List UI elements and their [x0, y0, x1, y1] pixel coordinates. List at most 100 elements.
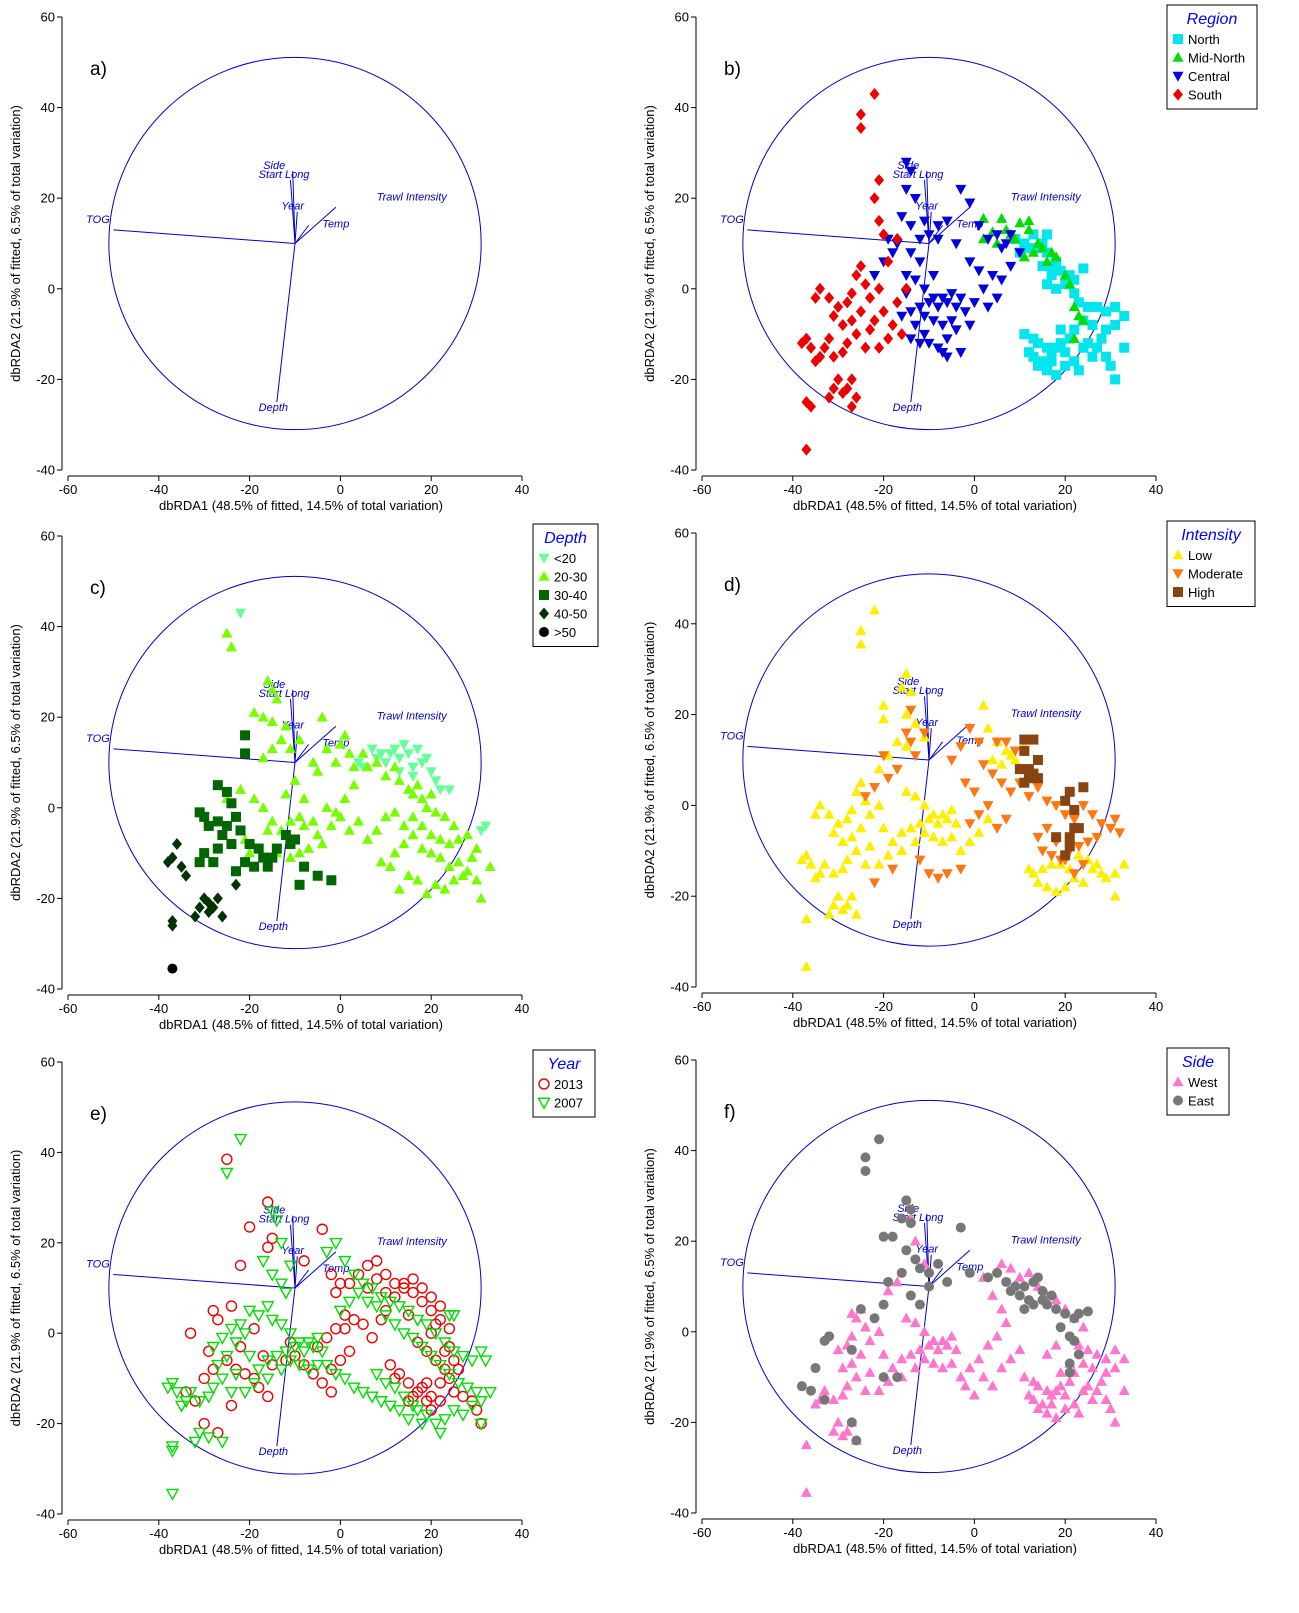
data-point	[343, 824, 355, 835]
data-point	[905, 221, 917, 232]
data-point	[419, 1409, 434, 1422]
data-point	[194, 901, 205, 914]
data-point	[1059, 269, 1071, 280]
data-point	[1050, 1384, 1062, 1395]
data-point	[448, 1386, 460, 1398]
legend-entry: Mid-North	[1188, 51, 1245, 66]
data-point	[284, 743, 296, 754]
data-point	[923, 869, 935, 880]
data-point	[928, 1357, 940, 1368]
data-point	[846, 1344, 857, 1355]
data-point	[887, 1362, 899, 1373]
data-point	[859, 1321, 871, 1332]
x-axis-title: dbRDA1 (48.5% of fitted, 14.5% of total …	[793, 498, 1077, 513]
vector-line	[292, 171, 296, 244]
data-point	[416, 1282, 428, 1294]
data-point	[909, 1362, 921, 1373]
data-point	[192, 1396, 207, 1409]
data-point	[274, 1278, 289, 1291]
data-point	[297, 1346, 311, 1359]
data-point	[860, 278, 871, 291]
data-point	[896, 1353, 908, 1364]
data-point	[235, 608, 247, 619]
x-tick-label: -40	[149, 1001, 168, 1016]
data-point	[914, 302, 926, 313]
data-point	[1082, 301, 1093, 312]
y-axis-title: dbRDA2 (21.9% of fitted, 6.5% of total v…	[8, 105, 23, 382]
data-point	[198, 1372, 210, 1385]
data-point	[869, 314, 880, 327]
data-point	[928, 316, 940, 327]
data-point	[832, 890, 844, 901]
data-point	[474, 1346, 488, 1359]
data-point	[434, 833, 446, 844]
data-point	[1064, 832, 1075, 843]
legend-entry: Low	[1188, 548, 1212, 563]
data-point	[162, 856, 173, 869]
legend-box	[532, 523, 599, 647]
vector-label: Trawl Intensity	[377, 710, 449, 722]
vector-line	[113, 748, 296, 763]
data-point	[864, 840, 876, 851]
y-tick-label: 60	[675, 526, 689, 541]
data-point	[425, 1327, 437, 1339]
data-point	[828, 1394, 840, 1404]
data-point	[267, 852, 278, 863]
legend-marker	[1172, 1076, 1184, 1087]
data-point	[805, 341, 816, 354]
data-point	[434, 1300, 446, 1312]
data-point	[1046, 270, 1057, 281]
y-tick-label: 20	[41, 710, 55, 725]
data-point	[1051, 342, 1062, 353]
legend-entry: North	[1188, 32, 1220, 47]
data-point	[262, 675, 274, 686]
data-point	[941, 352, 953, 363]
data-point	[996, 1303, 1008, 1314]
data-point	[805, 400, 816, 413]
data-point	[1032, 1272, 1043, 1283]
data-point	[1037, 863, 1048, 874]
data-point	[425, 1304, 437, 1317]
y-axis-title: dbRDA2 (21.9% of fitted, 6.5% of total v…	[642, 622, 657, 899]
data-point	[448, 820, 460, 831]
data-point	[819, 858, 831, 869]
data-point	[212, 843, 223, 854]
data-point	[202, 1391, 216, 1404]
data-point	[1005, 749, 1017, 760]
data-point	[244, 839, 255, 850]
data-point	[850, 1312, 862, 1323]
data-point	[878, 1231, 889, 1242]
data-point	[964, 1267, 975, 1278]
data-point	[914, 338, 926, 349]
data-point	[329, 1237, 343, 1251]
data-point	[190, 910, 201, 923]
data-point	[416, 792, 428, 803]
data-point	[941, 334, 953, 345]
data-point	[1100, 1353, 1112, 1364]
data-point	[416, 820, 428, 831]
vector-label: Trawl Intensity	[377, 191, 449, 203]
data-point	[251, 1364, 266, 1377]
legend-marker	[1173, 587, 1183, 597]
vector-line	[276, 243, 296, 403]
y-tick-label: 20	[675, 707, 689, 722]
data-point	[928, 270, 940, 281]
data-point	[181, 869, 192, 882]
data-point	[841, 1380, 853, 1391]
data-point	[864, 323, 875, 336]
data-point	[1091, 832, 1103, 843]
legend-marker	[538, 1078, 550, 1090]
data-point	[1032, 1403, 1044, 1414]
data-point	[932, 234, 944, 245]
data-point	[1086, 810, 1098, 821]
data-point	[869, 270, 881, 281]
data-point	[321, 802, 333, 813]
data-point	[294, 811, 306, 822]
vector-label: TOG	[86, 733, 110, 745]
x-tick-label: 40	[515, 482, 529, 497]
data-point	[1000, 814, 1012, 825]
data-point	[221, 627, 233, 638]
data-point	[434, 785, 446, 796]
data-point	[833, 373, 844, 386]
data-point	[892, 296, 903, 309]
